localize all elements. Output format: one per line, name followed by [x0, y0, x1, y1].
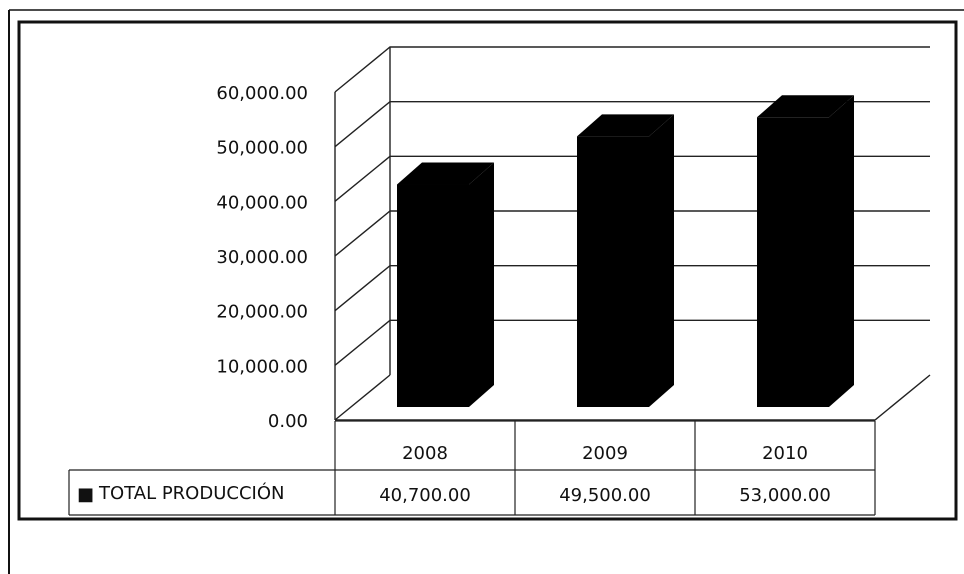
- y-axis-ticks: 0.00 10,000.00 20,000.00 30,000.00 40,000.00…: [216, 83, 308, 432]
- bar-side: [469, 162, 494, 407]
- chart-frame: [17, 20, 958, 521]
- y-tick-label: 30,000.00: [216, 247, 308, 268]
- legend-series-label: TOTAL PRODUCCIÓN: [98, 482, 284, 504]
- y-tick-label: 10,000.00: [216, 356, 308, 377]
- y-tick-label: 60,000.00: [216, 83, 308, 104]
- x-category-label: 2010: [762, 443, 808, 464]
- bar-front: [397, 184, 469, 407]
- floor-edge: [335, 374, 931, 421]
- gridline: [334, 100, 930, 148]
- bar-front: [577, 136, 649, 407]
- bar-top: [757, 95, 854, 118]
- gridline: [334, 210, 930, 257]
- bar-side: [829, 95, 854, 408]
- gridline: [334, 46, 930, 93]
- table-value: 40,700.00: [379, 485, 471, 506]
- bar-top: [397, 162, 494, 185]
- bar-front: [757, 117, 829, 408]
- x-category-label: 2009: [582, 443, 628, 464]
- bar-top: [577, 114, 674, 137]
- gridline-base: [334, 374, 391, 421]
- table-value: 49,500.00: [559, 485, 651, 506]
- bar-side: [649, 114, 674, 408]
- x-category-label: 2008: [402, 443, 448, 464]
- bars: [397, 95, 854, 408]
- gridline: [334, 264, 930, 312]
- bar-2010: [757, 95, 854, 408]
- y-tick-label: 20,000.00: [216, 302, 308, 323]
- table-value: 53,000.00: [739, 485, 831, 506]
- y-tick-label: 40,000.00: [216, 192, 308, 213]
- data-table: 2008 40,700.00 2009 49,500.00 2010 53,000.00 ■…: [68, 420, 876, 516]
- gridline: [334, 319, 930, 366]
- bar-2009: [577, 114, 674, 408]
- y-tick-label: 0.00: [268, 411, 308, 432]
- y-tick-label: 50,000.00: [216, 138, 308, 159]
- legend-marker: ■: [77, 484, 94, 505]
- gridlines: [334, 46, 930, 421]
- gridline: [334, 155, 930, 202]
- bar-2008: [397, 162, 494, 407]
